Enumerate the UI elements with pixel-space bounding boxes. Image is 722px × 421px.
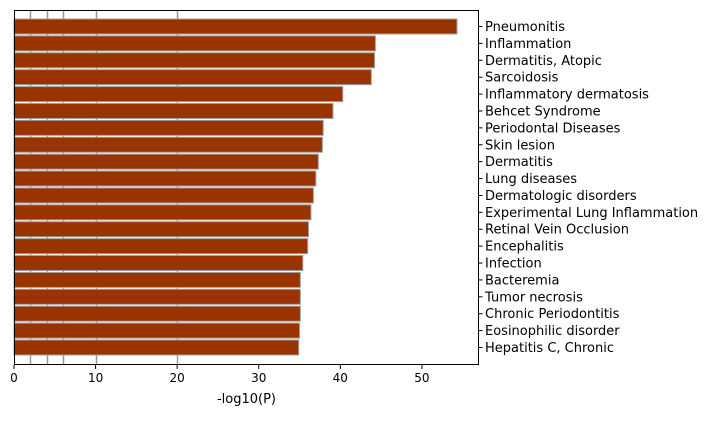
category-label: Hepatitis C, Chronic [485, 341, 614, 356]
bars [13, 18, 458, 356]
category-label: Dermatitis, Atopic [485, 54, 602, 69]
x-axis-ticks: 0 10 20 30 40 50 [10, 365, 430, 385]
category-label: Eosinophilic disorder [485, 324, 620, 339]
category-label: Tumor necrosis [484, 290, 583, 305]
category-label: Retinal Vein Occlusion [485, 223, 629, 238]
category-label: Chronic Periodontitis [485, 307, 620, 322]
bar [13, 305, 301, 322]
category-label: Periodontal Diseases [485, 121, 621, 136]
bar [13, 221, 309, 238]
bar [13, 204, 312, 221]
x-tick-label: 40 [333, 371, 348, 385]
x-axis-label: -log10(P) [217, 392, 276, 407]
category-label: Inflammation [485, 37, 571, 52]
bar [13, 271, 301, 288]
bar [13, 288, 301, 305]
category-label: Bacteremia [485, 273, 559, 288]
bar [13, 69, 372, 86]
x-tick-label: 20 [170, 371, 185, 385]
category-label: Behcet Syndrome [485, 104, 601, 119]
bar [13, 136, 323, 153]
category-label: Pneumonitis [485, 20, 565, 35]
x-tick-label: 30 [251, 371, 266, 385]
category-labels: Pneumonitis Inflammation Dermatitis, Atopi… [479, 20, 698, 356]
bar [13, 187, 314, 204]
bar [13, 119, 324, 136]
bar [13, 238, 309, 255]
bar [13, 170, 317, 187]
category-label: Experimental Lung Inflammation [485, 206, 698, 221]
bar [13, 35, 376, 52]
bar [13, 322, 301, 339]
bar [13, 339, 300, 356]
category-label: Lung diseases [485, 172, 577, 187]
category-label: Dermatologic disorders [485, 189, 637, 204]
bar [13, 52, 376, 69]
x-tick-label: 10 [88, 371, 103, 385]
bar [13, 102, 334, 119]
category-label: Skin lesion [485, 138, 555, 153]
bar [13, 153, 319, 170]
x-tick-label: 0 [10, 371, 18, 385]
category-label: Encephalitis [485, 240, 564, 255]
plot-frame [14, 10, 479, 365]
category-label: Inflammatory dermatosis [485, 88, 649, 103]
bar [13, 86, 344, 103]
bar [13, 18, 458, 35]
category-label: Dermatitis [485, 155, 553, 170]
category-label: Infection [485, 257, 542, 272]
bar [13, 255, 304, 272]
x-tick-label: 50 [414, 371, 429, 385]
category-label: Sarcoidosis [485, 71, 559, 86]
